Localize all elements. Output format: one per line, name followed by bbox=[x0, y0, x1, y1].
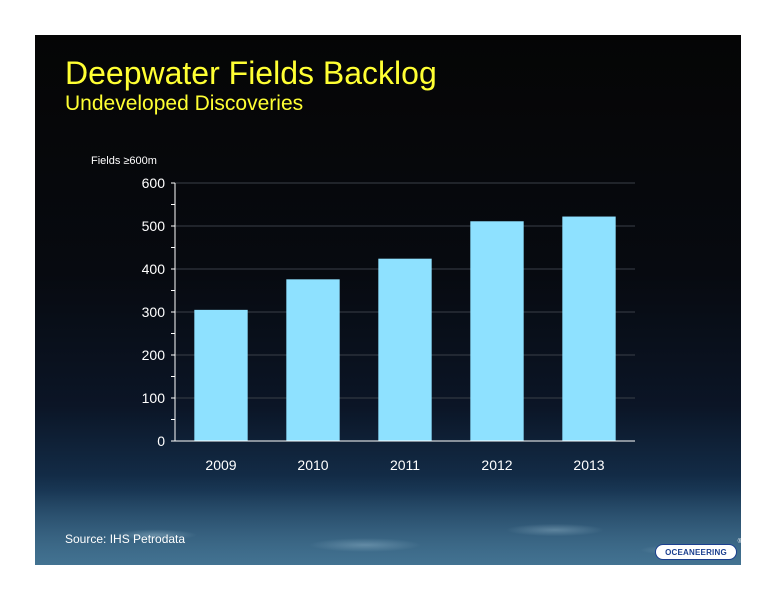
logo-text: OCEANEERING bbox=[665, 547, 727, 557]
x-tick-label: 2013 bbox=[573, 457, 604, 473]
y-tick-label: 0 bbox=[157, 433, 165, 449]
y-tick-label: 400 bbox=[142, 261, 166, 277]
x-tick-label: 2010 bbox=[297, 457, 328, 473]
bar-2009 bbox=[194, 309, 248, 441]
bar-2010 bbox=[286, 279, 340, 441]
seabed-background bbox=[35, 475, 741, 565]
source-note: Source: IHS Petrodata bbox=[65, 532, 186, 546]
slide: Deepwater Fields Backlog Undeveloped Dis… bbox=[35, 35, 741, 565]
bar-chart: Fields ≥600m 0 100 200 300 400 500 600 2009 2010… bbox=[91, 155, 635, 473]
bars bbox=[194, 216, 616, 441]
x-tick-label: 2012 bbox=[481, 457, 512, 473]
y-tick-label: 300 bbox=[142, 304, 166, 320]
tick-labels: 0 100 200 300 400 500 600 2009 2010 2011 2012 2013 bbox=[142, 175, 605, 473]
x-tick-label: 2009 bbox=[205, 457, 236, 473]
oceaneering-logo: OCEANEERING ® bbox=[655, 539, 741, 560]
registered-mark: ® bbox=[737, 539, 741, 545]
axes bbox=[171, 182, 635, 442]
y-tick-label: 100 bbox=[142, 390, 166, 406]
bar-2011 bbox=[378, 258, 432, 441]
slide-subtitle: Undeveloped Discoveries bbox=[65, 92, 304, 115]
y-tick-label: 500 bbox=[142, 218, 166, 234]
bar-2012 bbox=[470, 221, 524, 441]
slide-title: Deepwater Fields Backlog bbox=[65, 55, 437, 91]
y-tick-label: 200 bbox=[142, 347, 166, 363]
y-tick-label: 600 bbox=[142, 175, 166, 191]
y-axis-label: Fields ≥600m bbox=[91, 155, 157, 167]
x-tick-label: 2011 bbox=[390, 457, 420, 473]
bar-2013 bbox=[562, 216, 616, 441]
